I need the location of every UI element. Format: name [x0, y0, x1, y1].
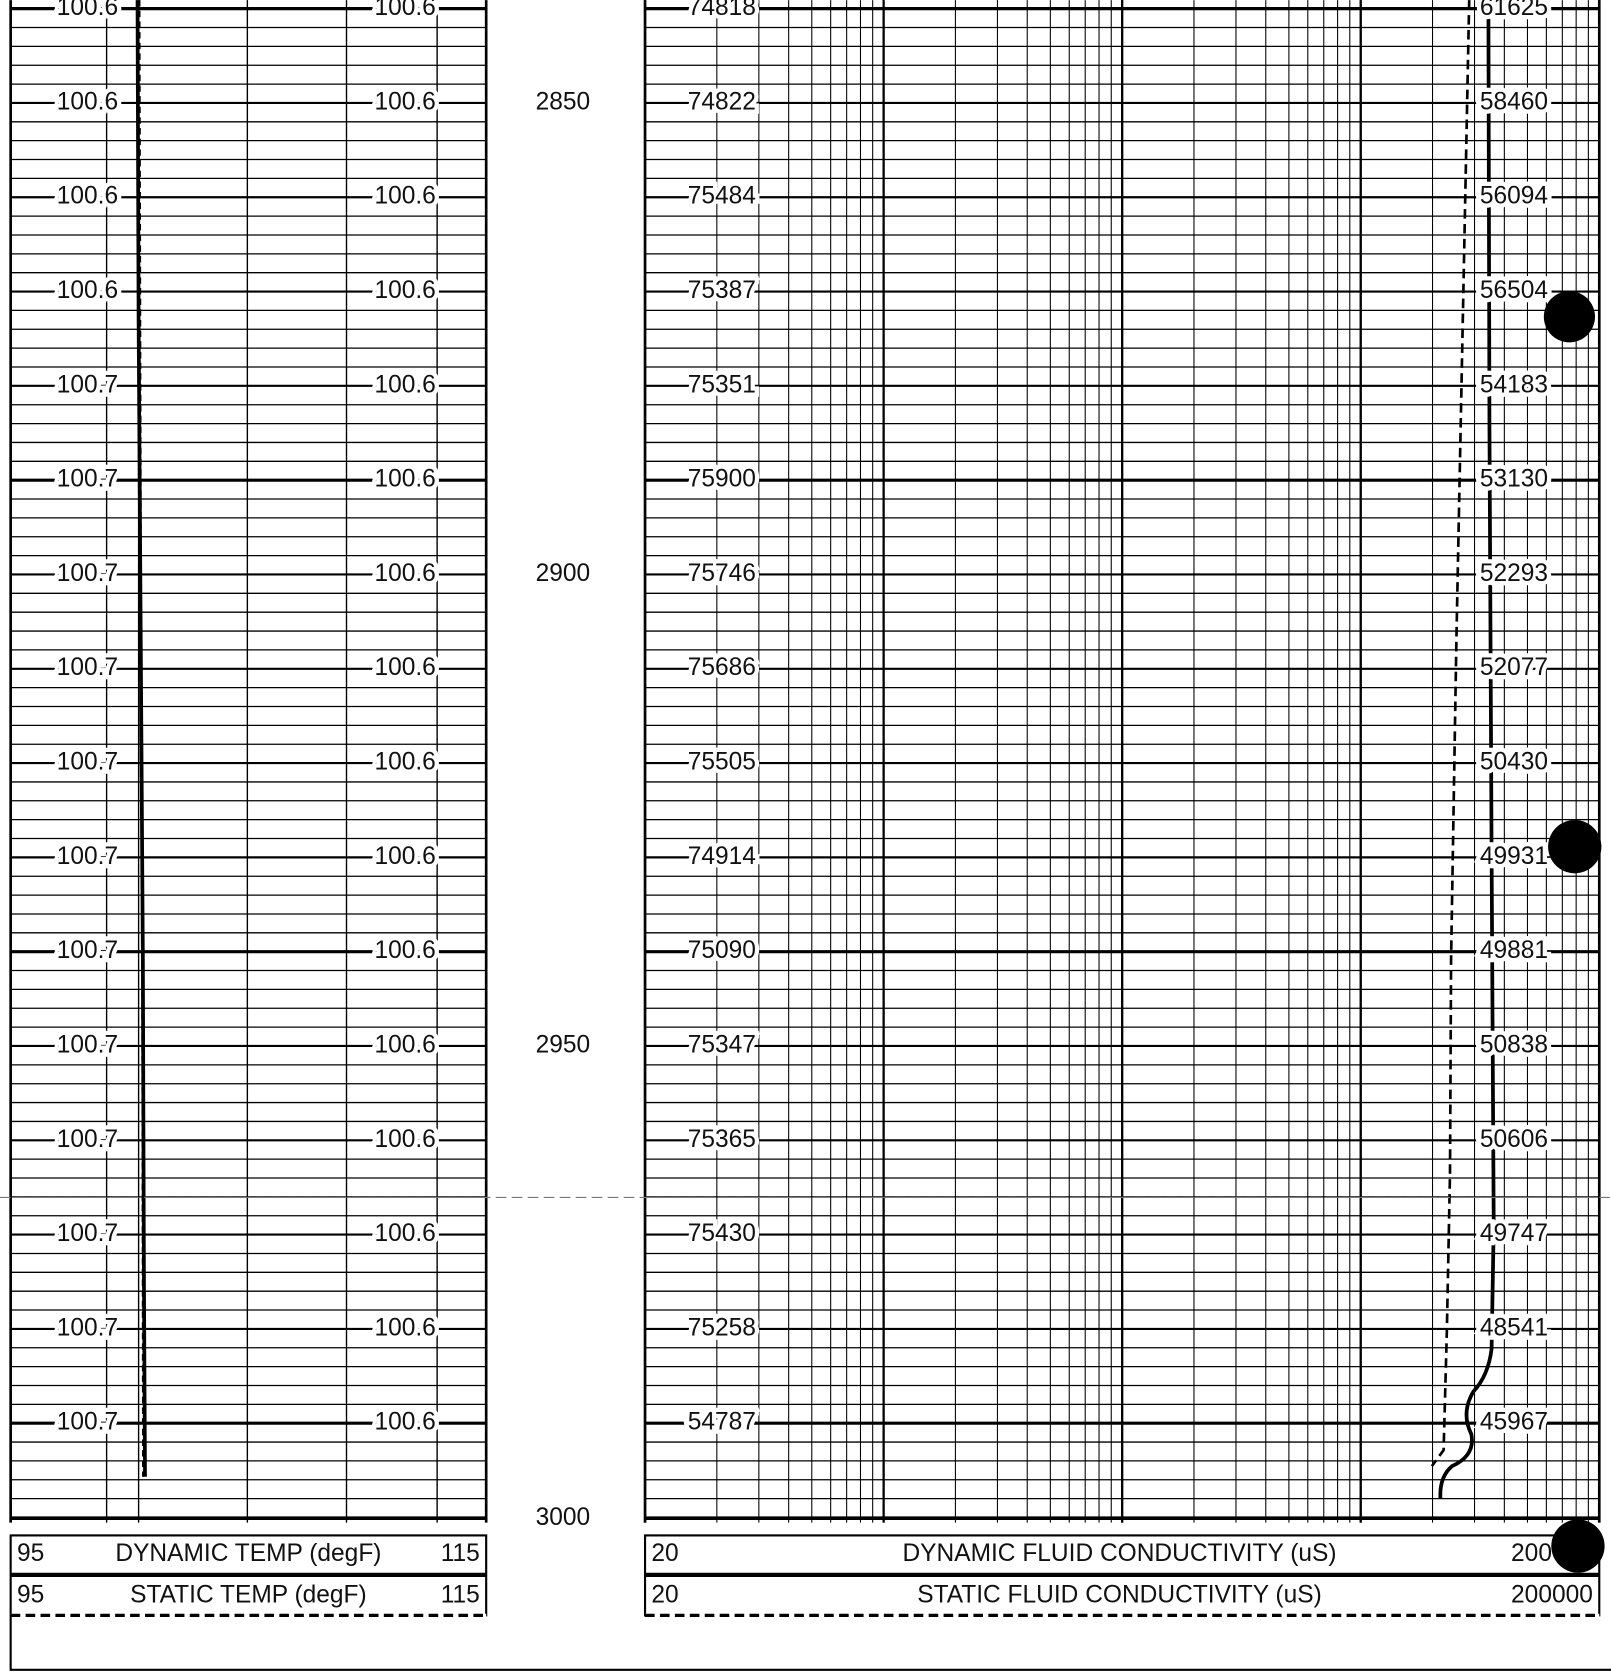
dynamic-conductivity-value: 75900: [688, 466, 756, 493]
dynamic-temp-value: 100.7: [57, 1126, 118, 1153]
scale-title: STATIC FLUID CONDUCTIVITY (uS): [917, 1582, 1322, 1609]
dynamic-conductivity-curve: [1438, 0, 1496, 1499]
scale-title: STATIC TEMP (degF): [130, 1582, 367, 1609]
static-conductivity-value: 49881: [1480, 937, 1548, 964]
dynamic-conductivity-value: 74914: [688, 843, 756, 870]
dynamic-temp-value: 100.6: [57, 277, 118, 304]
static-conductivity-value: 48541: [1480, 1314, 1548, 1341]
dynamic-conductivity-value: 75484: [688, 183, 756, 210]
static-temp-value: 100.6: [374, 88, 435, 115]
dynamic-temp-value: 100.7: [57, 371, 118, 398]
static-conductivity-value: 61625: [1480, 0, 1548, 21]
dynamic-conductivity-value: 75505: [688, 749, 756, 776]
static-temp-value: 100.6: [374, 560, 435, 587]
scale-max: 115: [441, 1540, 480, 1567]
static-conductivity-value: 52077: [1480, 654, 1548, 681]
dynamic-temp-value: 100.7: [57, 1314, 118, 1341]
static-conductivity-value: 56094: [1480, 183, 1548, 210]
scale-min: 20: [651, 1540, 678, 1567]
static-conductivity-value: 49747: [1480, 1220, 1548, 1247]
static-temp-value: 100.6: [374, 1031, 435, 1058]
static-temp-value: 100.6: [374, 749, 435, 776]
dynamic-conductivity-value: 75430: [688, 1220, 756, 1247]
scale-title: DYNAMIC FLUID CONDUCTIVITY (uS): [902, 1540, 1336, 1567]
dynamic-conductivity-value: 74818: [688, 0, 756, 21]
dynamic-conductivity-value: 75746: [688, 560, 756, 587]
static-temp-value: 100.6: [374, 466, 435, 493]
static-temp-curve: [138, 0, 144, 1477]
static-temp-value: 100.6: [374, 183, 435, 210]
static-conductivity-value: 56504: [1480, 277, 1548, 304]
static-conductivity-value: 53130: [1480, 466, 1548, 493]
dynamic-temp-value: 100.7: [57, 843, 118, 870]
scale-max: 115: [441, 1582, 480, 1609]
dynamic-conductivity-value: 75090: [688, 937, 756, 964]
dynamic-temp-value: 100.7: [57, 1031, 118, 1058]
static-temp-value: 100.6: [374, 371, 435, 398]
static-conductivity-value: 49931: [1480, 843, 1548, 870]
static-conductivity-value: 50606: [1480, 1126, 1548, 1153]
dynamic-temp-value: 100.7: [57, 560, 118, 587]
dynamic-temp-value: 100.6: [57, 0, 118, 21]
grid: [9, 0, 1601, 1523]
static-conductivity-value: 45967: [1480, 1409, 1548, 1436]
depth-label: 2900: [536, 560, 591, 587]
depth-label: 3000: [536, 1504, 591, 1531]
labels: 100.6 100.6 74818 61625 100.6 100.6 74822 58460…: [52, 0, 1552, 1531]
static-conductivity-value: 50838: [1480, 1031, 1548, 1058]
dynamic-temp-value: 100.6: [57, 88, 118, 115]
punch-hole: [1543, 291, 1596, 343]
depth-label: 2950: [536, 1031, 591, 1058]
static-conductivity-curve: [1430, 0, 1471, 1467]
static-temp-value: 100.6: [374, 654, 435, 681]
dynamic-conductivity-value: 75347: [688, 1031, 756, 1058]
static-temp-value: 100.6: [374, 1409, 435, 1436]
static-conductivity-value: 52293: [1480, 560, 1548, 587]
dynamic-temp-value: 100.7: [57, 1220, 118, 1247]
dynamic-conductivity-value: 75351: [688, 371, 756, 398]
static-temp-value: 100.6: [374, 0, 435, 21]
dynamic-temp-value: 100.7: [57, 749, 118, 776]
dynamic-conductivity-value: 74822: [688, 88, 756, 115]
punch-hole: [1551, 1519, 1605, 1573]
static-temp-value: 100.6: [374, 1314, 435, 1341]
static-conductivity-value: 58460: [1480, 88, 1548, 115]
dynamic-temp-value: 100.7: [57, 937, 118, 964]
static-temp-value: 100.6: [374, 1220, 435, 1247]
dynamic-temp-value: 100.7: [57, 654, 118, 681]
dynamic-conductivity-value: 75365: [688, 1126, 756, 1153]
static-temp-value: 100.6: [374, 937, 435, 964]
static-temp-value: 100.6: [374, 277, 435, 304]
dynamic-conductivity-value: 75686: [688, 654, 756, 681]
punch-hole: [1548, 820, 1602, 874]
scale-min: 95: [17, 1582, 44, 1609]
dynamic-conductivity-value: 75258: [688, 1314, 756, 1341]
dynamic-temp-value: 100.7: [57, 466, 118, 493]
footer: 95 DYNAMIC TEMP (degF) 115 95 STATIC TEM…: [9, 1534, 1611, 1671]
dynamic-conductivity-value: 54787: [688, 1409, 756, 1436]
static-temp-value: 100.6: [374, 843, 435, 870]
scale-min: 95: [17, 1540, 44, 1567]
static-temp-value: 100.6: [374, 1126, 435, 1153]
dynamic-temp-value: 100.7: [57, 1409, 118, 1436]
static-conductivity-value: 54183: [1480, 371, 1548, 398]
scale-max: 200000: [1511, 1582, 1593, 1609]
scale-min: 20: [651, 1582, 678, 1609]
static-conductivity-value: 50430: [1480, 749, 1548, 776]
dynamic-conductivity-value: 75387: [688, 277, 756, 304]
depth-label: 2850: [536, 88, 591, 115]
dynamic-temp-value: 100.6: [57, 183, 118, 210]
scale-title: DYNAMIC TEMP (degF): [115, 1540, 381, 1567]
